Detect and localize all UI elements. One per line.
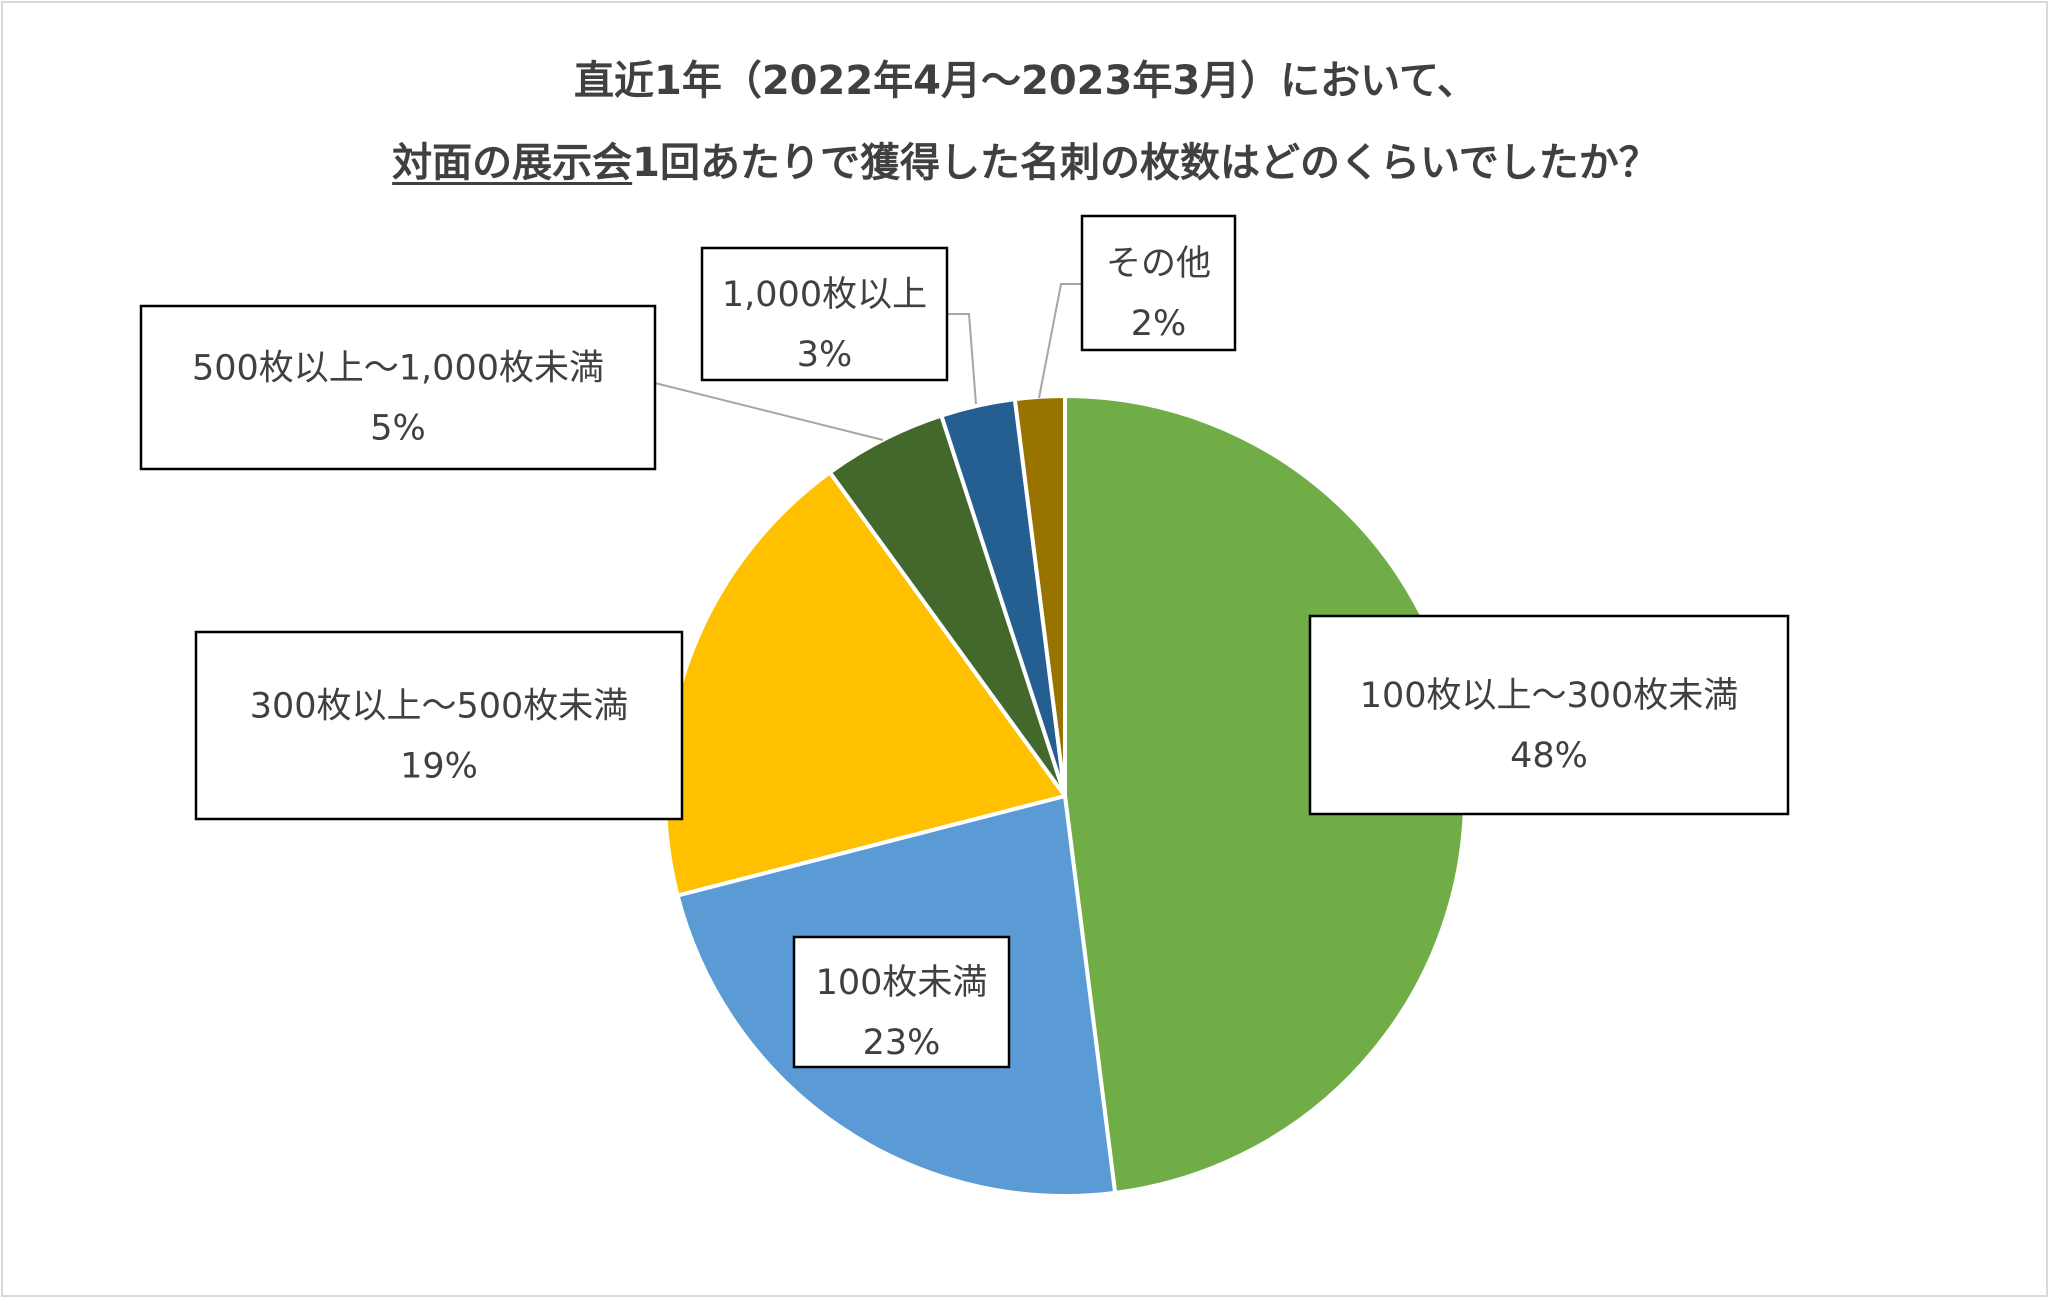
data-label-category: 300枚以上～500枚未満 xyxy=(250,687,629,727)
data-label-value: 19% xyxy=(400,747,478,787)
data-label-category: 1,000枚以上 xyxy=(722,275,927,315)
leader-line-6 xyxy=(1038,283,1082,399)
data-label-box xyxy=(139,304,657,471)
chart-title-underlined: 対面の展示会 xyxy=(392,140,633,186)
data-label-category: その他 xyxy=(1106,244,1211,284)
data-label-box xyxy=(1308,614,1790,816)
leader-lines xyxy=(654,283,1082,441)
data-labels: 100枚以上～300枚未満 48% 100枚未満 23% 300枚以上～500枚未満 19… xyxy=(139,214,1790,1069)
chart-title-rest: 1回あたりで獲得した名刺の枚数はどのくらいでしたか？ xyxy=(632,140,1659,186)
chart-title-line-2: 対面の展示会1回あたりで獲得した名刺の枚数はどのくらいでしたか？ xyxy=(0,130,2051,188)
pie-slice-3 xyxy=(663,470,1067,898)
data-label-category: 100枚以上～300枚未満 xyxy=(1360,676,1739,716)
data-label-6: その他 2% xyxy=(1080,214,1237,352)
data-label-box xyxy=(194,630,684,821)
data-label-box xyxy=(700,246,949,382)
data-label-1: 100枚以上～300枚未満 48% xyxy=(1308,614,1790,816)
data-label-value: 5% xyxy=(370,409,426,449)
data-label-value: 3% xyxy=(797,335,853,375)
data-label-box xyxy=(1080,214,1237,352)
data-label-3: 300枚以上～500枚未満 19% xyxy=(194,630,684,821)
leader-line-5 xyxy=(947,313,977,405)
leader-line-4 xyxy=(654,382,884,441)
data-label-value: 48% xyxy=(1510,736,1588,776)
data-label-5: 1,000枚以上 3% xyxy=(700,246,949,382)
data-label-value: 23% xyxy=(863,1023,941,1063)
chart-title-line-1: 直近1年（2022年4月～2023年3月）において、 xyxy=(574,58,1477,104)
data-label-2: 100枚未満 23% xyxy=(792,935,1011,1069)
data-label-value: 2% xyxy=(1131,304,1187,344)
data-label-category: 100枚未満 xyxy=(816,963,988,1003)
data-label-4: 500枚以上～1,000枚未満 5% xyxy=(139,304,657,471)
data-label-category: 500枚以上～1,000枚未満 xyxy=(192,349,604,389)
data-label-box xyxy=(792,935,1011,1069)
